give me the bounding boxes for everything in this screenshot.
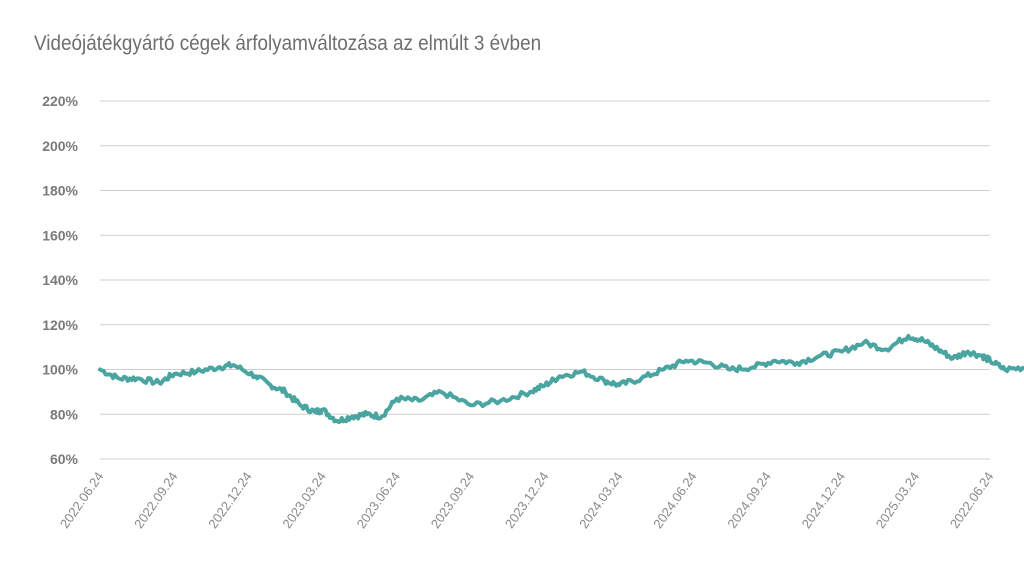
- x-tick-label: 2023.06.24: [354, 469, 404, 531]
- y-tick-label: 180%: [42, 183, 78, 199]
- x-tick-label: 2024.06.24: [650, 469, 700, 531]
- y-tick-label: 200%: [42, 138, 78, 154]
- x-tick-label: 2024.03.24: [576, 469, 626, 531]
- y-tick-label: 120%: [42, 317, 78, 333]
- x-tick-label: 2022.06.24: [57, 469, 107, 531]
- y-tick-label: 100%: [42, 362, 78, 378]
- x-tick-label: 2024.09.24: [724, 469, 774, 531]
- x-tick-label: 2023.12.24: [502, 469, 552, 531]
- x-tick-label: 2023.09.24: [428, 469, 478, 531]
- y-tick-label: 140%: [42, 272, 78, 288]
- x-tick-label: 2022.12.24: [205, 469, 255, 531]
- gridlines: [100, 100, 990, 460]
- x-tick-label: 2023.03.24: [279, 469, 329, 531]
- y-tick-label: 160%: [42, 227, 78, 243]
- y-tick-label: 60%: [50, 451, 79, 467]
- x-tick-label: 2022.06.24: [947, 469, 997, 531]
- x-tick-label: 2025.03.24: [873, 469, 923, 531]
- y-tick-label: 220%: [42, 93, 78, 109]
- y-tick-label: 80%: [50, 406, 79, 422]
- x-tick-label: 2024.12.24: [799, 469, 849, 531]
- y-axis-ticks: 60% 80% 100% 120% 140% 160% 180% 200% 220%: [42, 93, 78, 467]
- x-tick-label: 2022.09.24: [131, 469, 181, 531]
- x-axis-ticks: 2022.06.24 2022.09.24 2022.12.24 2023.03.24…: [57, 469, 997, 531]
- series-line: [98, 333, 1024, 425]
- series-group: [98, 333, 1024, 425]
- chart-title: Videójátékgyártó cégek árfolyamváltozása…: [34, 32, 542, 55]
